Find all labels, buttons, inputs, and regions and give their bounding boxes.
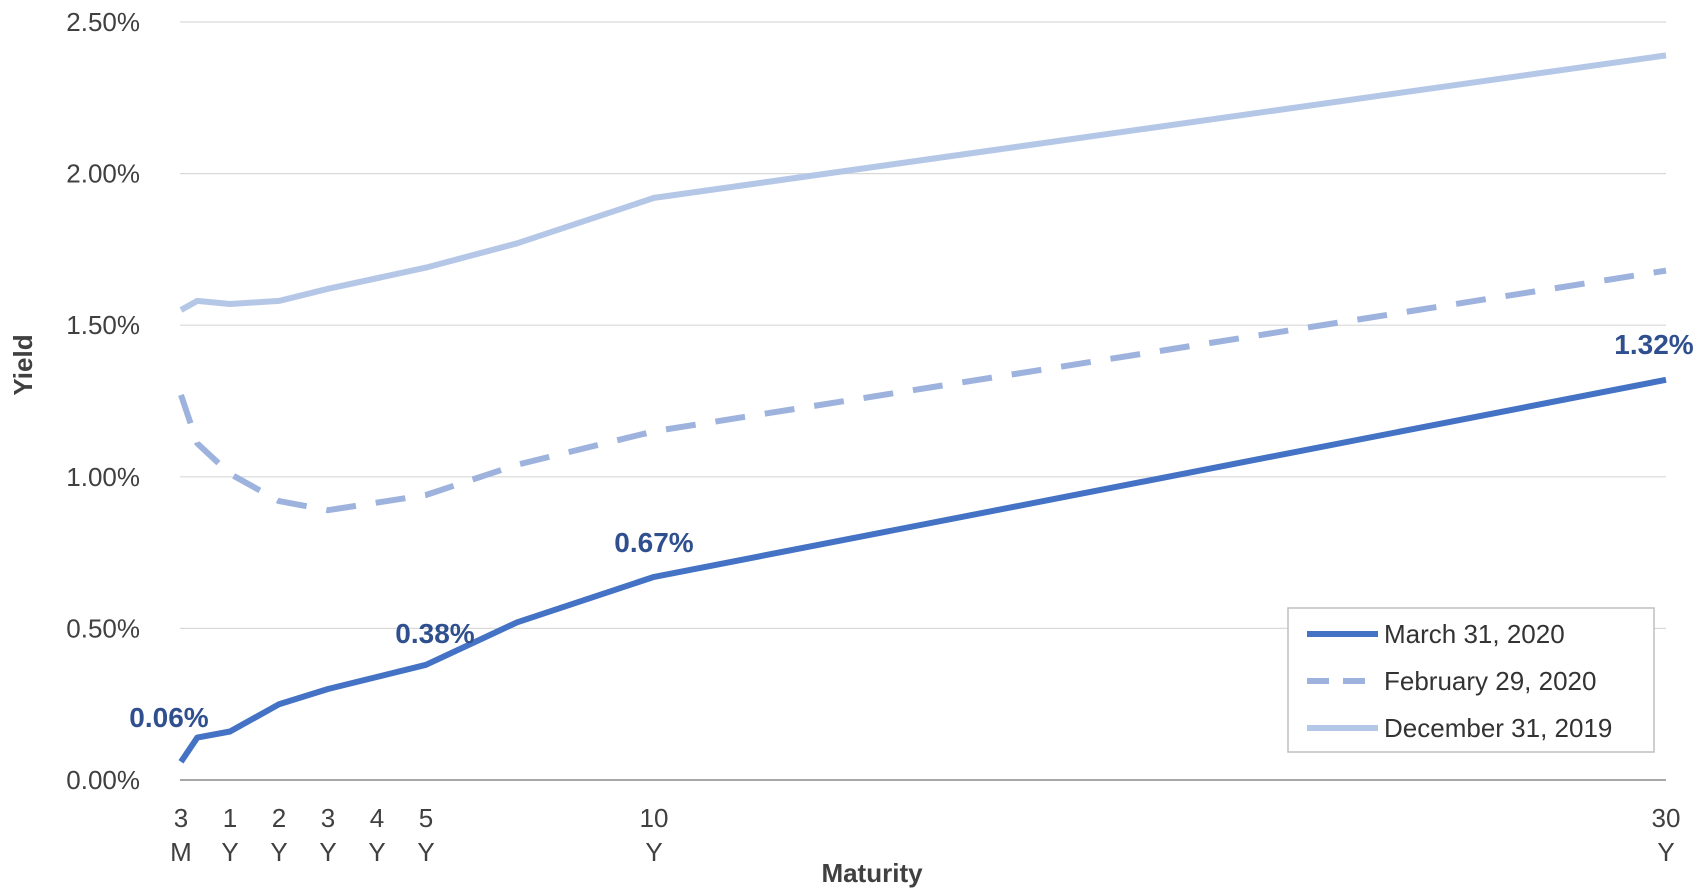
legend-label: December 31, 2019	[1384, 713, 1612, 743]
y-tick-label: 1.00%	[66, 462, 140, 492]
data-label: 0.67%	[614, 527, 693, 558]
series-line-february-29-2020	[178, 267, 1667, 514]
x-tick-label: Y	[417, 837, 434, 867]
y-tick-label: 2.00%	[66, 159, 140, 189]
x-tick-label: Y	[645, 837, 662, 867]
data-label: 1.32%	[1614, 329, 1693, 360]
y-axis-tick-labels: 0.00% 0.50% 1.00% 1.50% 2.00% 2.50%	[66, 7, 140, 795]
legend-label: March 31, 2020	[1384, 619, 1565, 649]
series-line-december-31-2019	[179, 52, 1667, 313]
x-tick-label: Y	[221, 837, 238, 867]
legend: March 31, 2020 February 29, 2020 December …	[1287, 607, 1655, 753]
x-tick-label: Y	[319, 837, 336, 867]
x-axis-tick-labels: 3 M 1 Y 2 Y 3 Y 4 Y 5 Y 10 Y 30 Y	[170, 803, 1680, 867]
legend-label: February 29, 2020	[1384, 666, 1596, 696]
x-axis-title: Maturity	[821, 858, 923, 888]
x-tick-label: 2	[272, 803, 286, 833]
x-tick-label: M	[170, 837, 192, 867]
x-tick-label: 30	[1652, 803, 1681, 833]
y-tick-label: 0.00%	[66, 765, 140, 795]
series-lines	[178, 52, 1667, 764]
x-tick-label: 4	[370, 803, 384, 833]
x-tick-label: Y	[1657, 837, 1674, 867]
y-axis-title: Yield	[8, 334, 38, 395]
x-tick-label: Y	[270, 837, 287, 867]
x-tick-label: Y	[368, 837, 385, 867]
data-label: 0.06%	[129, 702, 208, 733]
y-tick-label: 1.50%	[66, 310, 140, 340]
data-label: 0.38%	[395, 618, 474, 649]
x-tick-label: 5	[419, 803, 433, 833]
y-tick-label: 0.50%	[66, 613, 140, 643]
x-tick-label: 10	[640, 803, 669, 833]
x-tick-label: 3	[174, 803, 188, 833]
x-tick-label: 1	[223, 803, 237, 833]
x-tick-label: 3	[321, 803, 335, 833]
series-line-march-31-2020	[178, 376, 1667, 764]
data-labels: 0.06% 0.38% 0.67% 1.32%	[129, 329, 1693, 733]
y-tick-label: 2.50%	[66, 7, 140, 37]
gridlines	[180, 21, 1666, 781]
